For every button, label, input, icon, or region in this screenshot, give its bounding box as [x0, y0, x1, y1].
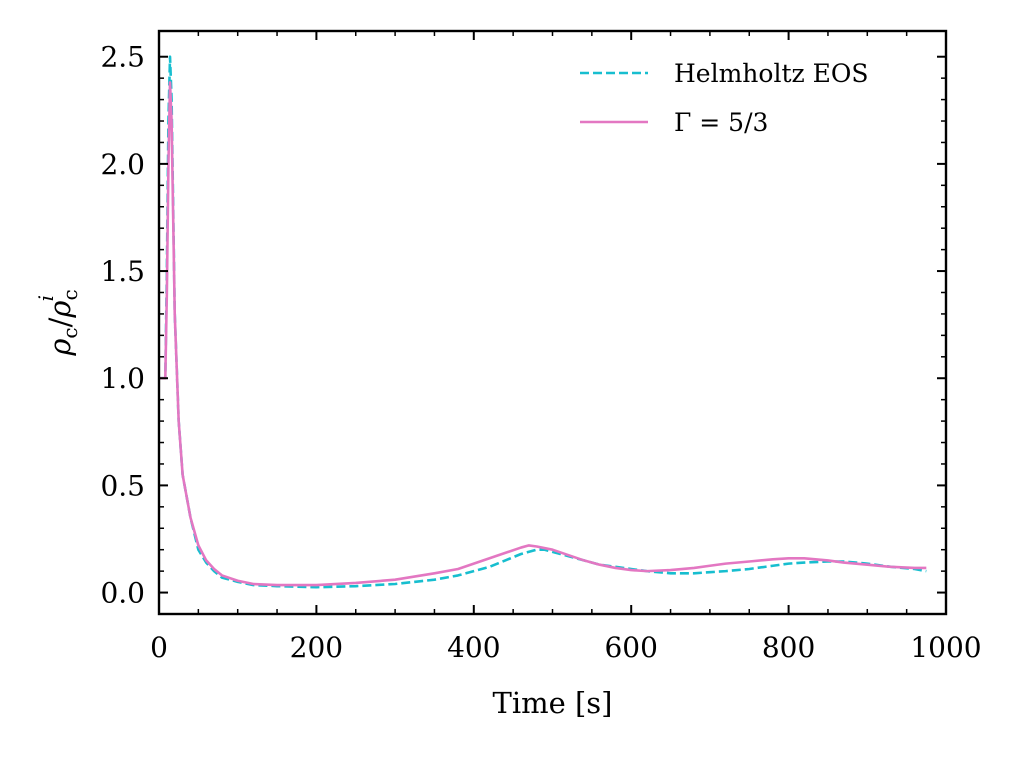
legend-label-gamma-5-3: Γ = 5/3 — [674, 108, 768, 137]
label-layer: 0 200 400 600 800 1000 0.0 0.5 1.0 1.5 2.0 2.5 — [100, 41, 981, 664]
y-axis-title-sup-i: i — [34, 295, 58, 301]
y-axis-title-rho: ρ — [43, 339, 77, 357]
y-tick-label: 1.5 — [100, 255, 145, 288]
legend: Helmholtz EOS Γ = 5/3 — [580, 59, 868, 137]
y-axis-title-sub-c: c — [58, 327, 82, 338]
y-tick-label: 0.0 — [100, 577, 145, 610]
x-tick-label: 800 — [762, 631, 815, 664]
series-line-helmholtz-eos — [159, 55, 927, 589]
y-tick-label: 2.0 — [100, 148, 145, 181]
y-axis-title-slash: / — [43, 317, 77, 327]
series-layer — [159, 55, 927, 589]
x-tick-label: 1000 — [910, 631, 981, 664]
tick-layer — [158, 31, 947, 615]
x-tick-label: 0 — [150, 631, 168, 664]
y-tick-label: 1.0 — [100, 362, 145, 395]
x-tick-label: 200 — [290, 631, 343, 664]
y-tick-label: 2.5 — [100, 41, 145, 74]
y-axis-title: ρc/ρci — [34, 289, 82, 356]
y-tick-label: 0.5 — [100, 469, 145, 502]
y-axis-title-sub-c-initial: c — [58, 289, 82, 300]
series-line-gamma-5-3 — [159, 81, 927, 587]
plot-frame — [157, 29, 948, 616]
x-tick-label: 600 — [604, 631, 657, 664]
legend-label-helmholtz-eos: Helmholtz EOS — [674, 59, 868, 88]
x-tick-label: 400 — [447, 631, 500, 664]
x-axis-title: Time [s] — [492, 686, 612, 720]
y-axis-title-rho-initial: ρ — [43, 301, 77, 319]
